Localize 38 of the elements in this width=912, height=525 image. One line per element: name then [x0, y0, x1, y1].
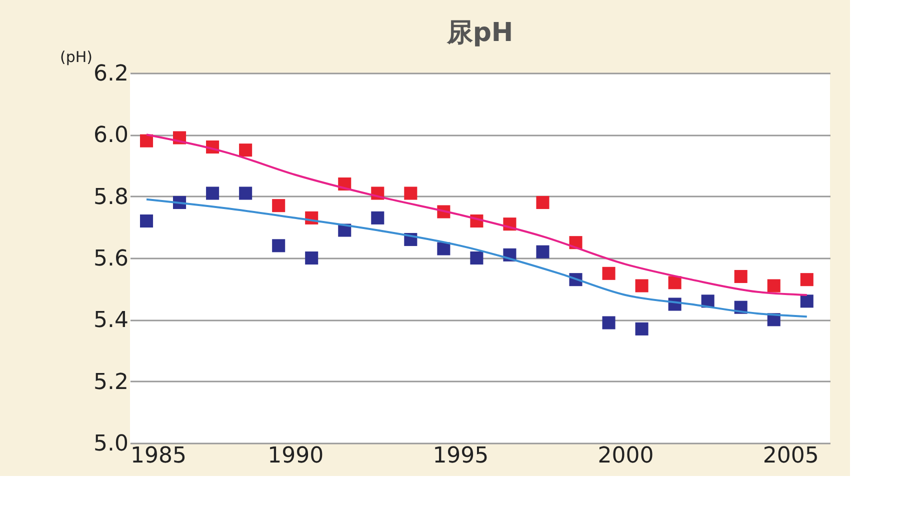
y-axis-title: (pH)	[60, 48, 93, 66]
y-tick-label: 5.0	[94, 432, 128, 456]
point	[767, 279, 780, 292]
y-tick-label: 5.8	[94, 184, 128, 210]
point	[371, 211, 384, 224]
y-tick-label: 5.4	[94, 308, 128, 334]
point	[272, 239, 286, 252]
x-tick-label: 2005	[762, 444, 819, 468]
x-tick-label: 1985	[130, 444, 186, 468]
x-tick-label: 2000	[598, 444, 654, 468]
y-tick-label: 6.0	[94, 123, 128, 148]
point	[140, 214, 154, 228]
point	[140, 134, 154, 148]
point	[239, 186, 252, 200]
point	[239, 144, 252, 157]
point	[536, 196, 550, 210]
y-tick-label: 6.2	[94, 62, 128, 86]
point	[437, 242, 450, 256]
y-tick-label: 5.2	[94, 370, 128, 395]
point	[206, 186, 220, 200]
point	[800, 294, 814, 308]
point	[734, 270, 748, 284]
point	[272, 199, 286, 212]
point	[635, 279, 648, 292]
y-tick-label: 5.6	[94, 246, 128, 272]
point	[470, 251, 484, 265]
point	[668, 276, 682, 290]
point	[602, 266, 616, 280]
point	[602, 316, 616, 330]
point	[536, 245, 550, 258]
point	[305, 251, 318, 265]
point	[635, 322, 648, 336]
x-tick-label: 1995	[432, 444, 489, 468]
point	[800, 273, 814, 286]
point	[404, 186, 418, 200]
chart-title: 尿pH	[446, 18, 514, 48]
line-series	[146, 198, 808, 318]
x-tick-label: 1990	[268, 444, 324, 468]
